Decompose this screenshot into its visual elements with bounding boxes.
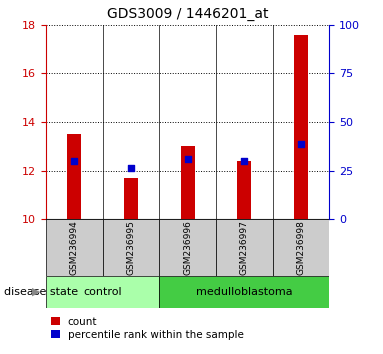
- Title: GDS3009 / 1446201_at: GDS3009 / 1446201_at: [107, 7, 268, 21]
- Text: ▶: ▶: [32, 287, 40, 297]
- Bar: [159, 219, 216, 276]
- Point: [241, 158, 247, 164]
- Point: [185, 156, 191, 161]
- Bar: [216, 219, 273, 276]
- Text: GSM236997: GSM236997: [240, 220, 249, 275]
- Text: control: control: [83, 287, 122, 297]
- Text: medulloblastoma: medulloblastoma: [196, 287, 293, 297]
- Bar: [103, 219, 159, 276]
- Text: GSM236994: GSM236994: [70, 221, 79, 275]
- Bar: [181, 147, 195, 219]
- Bar: [46, 276, 159, 308]
- Legend: count, percentile rank within the sample: count, percentile rank within the sample: [51, 317, 244, 340]
- Point: [71, 158, 77, 164]
- Bar: [294, 34, 308, 219]
- Bar: [124, 178, 138, 219]
- Point: [298, 141, 304, 147]
- Bar: [273, 219, 329, 276]
- Text: GSM236998: GSM236998: [296, 220, 306, 275]
- Text: GSM236995: GSM236995: [126, 220, 136, 275]
- Text: GSM236996: GSM236996: [183, 220, 192, 275]
- Bar: [46, 219, 103, 276]
- Text: disease state: disease state: [4, 287, 78, 297]
- Bar: [67, 134, 82, 219]
- Bar: [159, 276, 329, 308]
- Bar: [237, 161, 252, 219]
- Point: [128, 166, 134, 171]
